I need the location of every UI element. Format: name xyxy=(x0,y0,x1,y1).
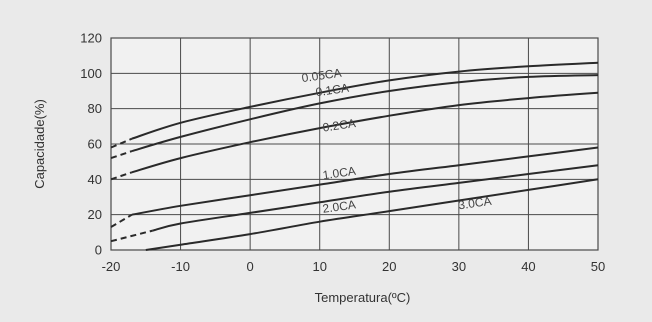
x-tick-label: 50 xyxy=(591,259,605,274)
curves xyxy=(110,61,599,251)
curve-20CA xyxy=(152,164,599,232)
x-tick-label: 40 xyxy=(521,259,535,274)
curve-02CA-dashed xyxy=(110,171,133,181)
curve-label: 0.2CA xyxy=(322,116,357,135)
curve-30CA xyxy=(145,178,599,251)
curve-label: 1.0CA xyxy=(322,164,357,183)
y-tick-label: 120 xyxy=(80,31,102,46)
curve-label: 3.0CA xyxy=(457,194,492,213)
curve-label: 0.1CA xyxy=(315,81,350,100)
curve-label: 0.05CA xyxy=(301,66,343,85)
curve-10CA xyxy=(131,146,599,216)
curve-005CA xyxy=(131,61,599,140)
tick-labels: -20 -10 0 10 20 30 40 50 0 20 40 60 80 100 120 xyxy=(80,31,605,275)
y-tick-label: 20 xyxy=(88,207,102,222)
x-axis-label: Temperatura(ºC) xyxy=(315,290,411,305)
grid xyxy=(110,37,599,251)
y-tick-label: 0 xyxy=(95,243,102,258)
x-tick-label: 30 xyxy=(452,259,466,274)
y-axis-label: Capacidade(%) xyxy=(32,99,47,189)
x-tick-label: -20 xyxy=(102,259,121,274)
curve-10CA-dashed xyxy=(110,213,133,228)
curve-02CA xyxy=(131,91,599,174)
x-tick-label: 10 xyxy=(312,259,326,274)
x-tick-label: 0 xyxy=(247,259,254,274)
y-tick-label: 100 xyxy=(80,66,102,81)
curve-label: 2.0CA xyxy=(322,197,357,216)
y-tick-label: 60 xyxy=(88,137,102,152)
curve-01CA-dashed xyxy=(110,150,133,160)
y-tick-label: 40 xyxy=(88,172,102,187)
curve-20CA-dashed xyxy=(110,229,153,243)
x-tick-label: -10 xyxy=(171,259,190,274)
x-tick-label: 20 xyxy=(382,259,396,274)
curve-005CA-dashed xyxy=(110,137,133,149)
y-tick-label: 80 xyxy=(88,101,102,116)
curve-01CA xyxy=(131,74,599,153)
